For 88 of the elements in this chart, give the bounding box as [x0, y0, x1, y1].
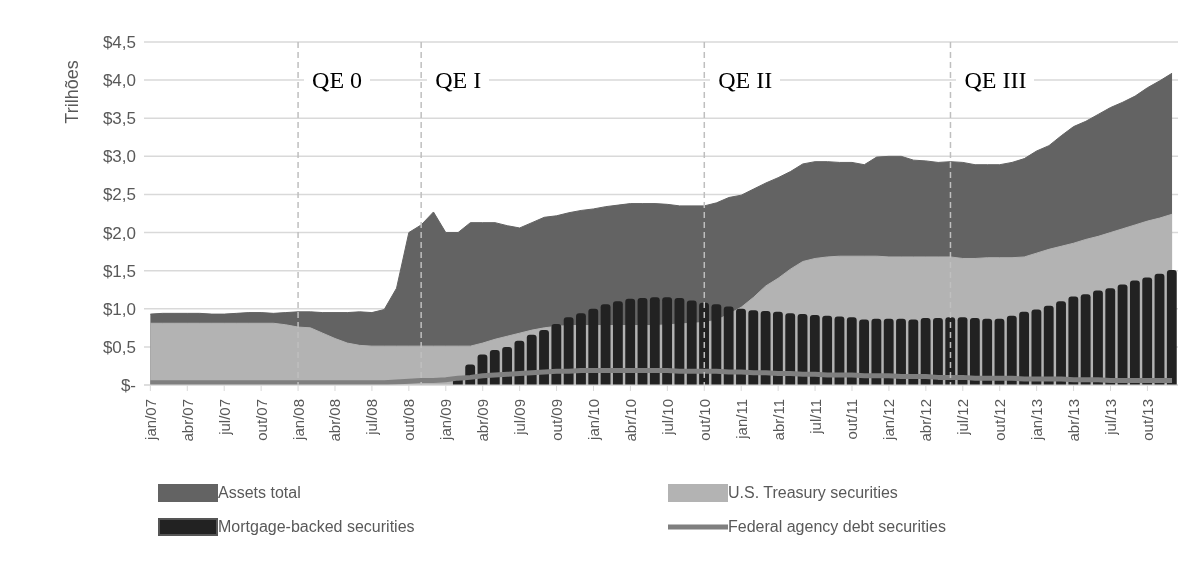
bar	[896, 318, 906, 385]
bar	[809, 314, 820, 385]
bar	[772, 311, 783, 385]
x-tick-label: jan/09	[437, 399, 455, 441]
bar	[612, 301, 623, 385]
y-tick-label: $4,5	[102, 33, 136, 53]
bar	[1056, 301, 1066, 385]
x-tick-label: out/08	[400, 399, 418, 441]
x-tick-label: jan/07	[141, 399, 159, 441]
x-tick-label: jul/12	[954, 399, 972, 436]
bar	[588, 308, 599, 385]
x-tick-label: out/10	[695, 399, 713, 441]
bar	[1142, 277, 1153, 385]
bar	[846, 317, 857, 385]
bar	[1031, 309, 1042, 385]
bar	[1105, 288, 1116, 385]
x-tick-label: jan/11	[732, 399, 750, 440]
bar	[686, 300, 697, 385]
x-tick-label: jul/10	[658, 399, 676, 436]
x-tick-label: out/07	[252, 399, 270, 441]
x-tick-label: abr/09	[474, 399, 492, 442]
x-tick-label: jul/07	[215, 399, 233, 436]
bar	[920, 317, 931, 385]
bar	[539, 330, 549, 385]
bar	[736, 308, 746, 385]
bar	[822, 315, 833, 385]
x-tick-label: jul/11	[806, 399, 824, 435]
x-tick-label: jul/08	[363, 399, 381, 436]
x-tick-label: jul/13	[1102, 399, 1119, 436]
y-tick-label: $2,0	[102, 223, 136, 243]
bar	[711, 304, 722, 385]
x-tick-label: jul/09	[511, 399, 529, 436]
bar	[662, 297, 673, 385]
bar	[551, 324, 562, 385]
bar	[723, 306, 734, 385]
y-tick-label: $4,0	[102, 71, 136, 91]
legend-label: U.S. Treasury securities	[728, 484, 898, 502]
x-tick-label: abr/11	[769, 399, 787, 441]
bar	[933, 317, 943, 385]
x-tick-label: jan/13	[1028, 399, 1046, 441]
bar	[1093, 290, 1103, 385]
y-axis-title: Trilhões	[62, 60, 82, 124]
ref-line-label: QE II	[710, 66, 781, 94]
x-tick-label: jan/10	[585, 399, 602, 441]
y-tick-label: $1,0	[102, 299, 136, 319]
x-tick-label: jan/12	[880, 399, 898, 441]
legend-label: Mortgage-backed securities	[218, 518, 415, 536]
y-tick-label: $0,5	[102, 337, 136, 357]
bar	[908, 319, 919, 385]
x-tick-label: abr/13	[1065, 399, 1083, 442]
bar	[969, 317, 980, 385]
bar	[1080, 294, 1091, 385]
ref-line-label: QE I	[427, 66, 490, 94]
bar	[563, 317, 574, 385]
bar	[1068, 296, 1079, 385]
legend-label: Federal agency debt securities	[728, 518, 946, 536]
x-tick-label: abr/07	[178, 399, 196, 442]
bar	[859, 319, 869, 385]
x-tick-label: out/11	[843, 399, 861, 440]
bar	[871, 318, 882, 385]
legend-label: Assets total	[218, 484, 301, 502]
bar	[883, 318, 894, 385]
y-tick-label: $2,5	[102, 185, 136, 205]
bar	[576, 313, 586, 385]
y-tick-label: $3,0	[102, 147, 136, 167]
y-tick-label: $-	[120, 376, 136, 396]
bar	[1019, 311, 1030, 385]
bar	[1043, 305, 1054, 385]
bar	[785, 313, 796, 385]
bar	[1129, 280, 1140, 385]
bar	[625, 298, 636, 385]
x-tick-label: out/12	[991, 399, 1009, 441]
y-tick-label: $1,5	[102, 261, 136, 281]
y-tick-label: $3,5	[102, 109, 136, 129]
x-tick-label: abr/12	[917, 399, 935, 442]
ref-line-label: QE III	[956, 66, 1035, 94]
bar	[748, 310, 759, 385]
bar	[760, 311, 771, 385]
x-tick-label: jan/08	[289, 399, 307, 441]
x-tick-label: out/13	[1138, 399, 1156, 441]
x-tick-label: abr/08	[326, 399, 344, 442]
x-tick-label: out/09	[548, 399, 566, 441]
bar	[982, 318, 993, 385]
bar	[1006, 315, 1017, 385]
bar	[649, 297, 660, 385]
x-tick-label: abr/10	[621, 399, 639, 442]
ref-line-label: QE 0	[304, 66, 371, 94]
bar	[1166, 269, 1177, 385]
